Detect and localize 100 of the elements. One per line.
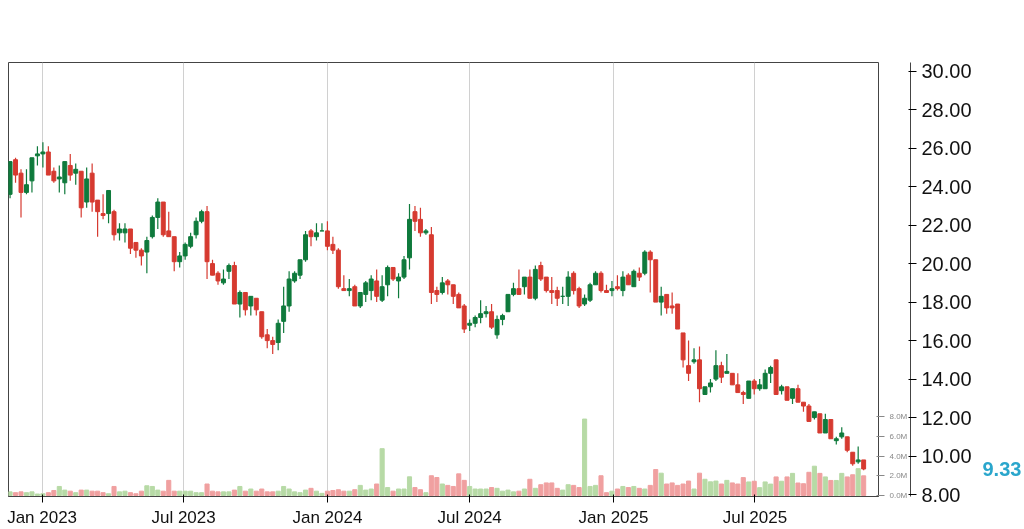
bar	[724, 479, 730, 497]
y-tick-label: 24.00	[921, 175, 972, 198]
x-tick-label: Jan 2023	[7, 507, 78, 527]
bar	[642, 488, 648, 497]
candlestick	[817, 413, 823, 434]
y-tick-label: 12.00	[921, 406, 972, 429]
bar	[111, 485, 117, 497]
candlestick	[686, 340, 692, 382]
candlestick	[379, 274, 385, 303]
text: 9.33	[982, 457, 1022, 480]
candlestick	[516, 268, 522, 296]
candlestick	[248, 295, 254, 317]
x-tick-label: Jul 2024	[437, 507, 502, 527]
bar	[489, 487, 495, 497]
y-tick-label: 10.00	[921, 445, 972, 468]
bar	[817, 472, 823, 497]
x-tick-label: Jul 2023	[151, 507, 216, 527]
candlestick	[565, 270, 571, 307]
x-tick-label: Jan 2024	[292, 507, 363, 527]
y2-tick-label: 2.0M	[889, 471, 908, 481]
y-tick-label: 18.00	[921, 291, 972, 314]
bar	[308, 487, 314, 497]
bar	[439, 483, 445, 497]
bar	[516, 490, 522, 497]
candlestick	[308, 228, 314, 247]
candlestick	[352, 284, 358, 307]
bar	[231, 489, 237, 497]
bar	[746, 481, 752, 497]
bar	[237, 485, 243, 497]
bar	[527, 478, 533, 497]
y-tick-label: 8.00	[921, 483, 961, 506]
y-tick-label: 26.00	[921, 137, 972, 160]
bar	[861, 475, 867, 497]
candlestick	[691, 347, 697, 365]
y-tick-label: 20.00	[921, 252, 972, 275]
bar	[73, 492, 79, 497]
candlestick	[100, 193, 106, 220]
y-tick-label: 22.00	[921, 214, 972, 237]
candlestick	[106, 189, 112, 224]
candlestick	[642, 249, 648, 276]
bar	[609, 490, 615, 497]
bar	[828, 479, 834, 497]
candlestick	[620, 270, 626, 297]
bar	[636, 487, 642, 497]
candlestick	[111, 209, 117, 242]
candlestick	[713, 349, 719, 382]
candlestick	[24, 168, 29, 195]
x-tick-label: Jul 2025	[722, 507, 788, 527]
bar	[658, 472, 664, 497]
bar	[631, 485, 637, 497]
candlestick	[658, 286, 664, 317]
bar	[779, 480, 785, 497]
candlestick	[67, 153, 73, 182]
y-tick-label: 14.00	[921, 368, 972, 391]
candlestick	[275, 318, 281, 351]
bar	[789, 472, 796, 497]
candlestick	[242, 291, 248, 317]
candlestick	[822, 413, 828, 434]
bar	[78, 489, 84, 497]
bar	[390, 490, 396, 497]
candlestick	[144, 236, 150, 274]
bar	[751, 480, 757, 497]
x-tick-label: Jan 2025	[578, 507, 649, 527]
bar	[67, 490, 73, 497]
y2-tick-label: 8.0M	[889, 412, 908, 422]
bar	[346, 490, 352, 497]
bar	[84, 489, 90, 497]
bar	[691, 488, 697, 497]
y2-tick-label: 6.0M	[889, 431, 908, 441]
bar	[614, 488, 620, 497]
bar	[696, 472, 703, 497]
bar	[811, 465, 817, 497]
bar	[822, 476, 828, 497]
bar	[374, 483, 380, 497]
candlestick	[237, 289, 243, 319]
y-tick-label: 28.00	[921, 98, 972, 121]
candlestick	[724, 353, 730, 374]
candlestick	[489, 303, 495, 330]
bar	[855, 468, 861, 497]
bar	[784, 476, 790, 497]
bar	[248, 488, 254, 497]
y-tick-label: 30.00	[921, 60, 972, 83]
candlestick	[73, 162, 79, 186]
bar	[352, 489, 358, 497]
candlestick	[29, 157, 35, 194]
y-tick-label: 16.00	[921, 329, 972, 352]
bar	[423, 492, 429, 497]
bar	[242, 490, 248, 497]
y2-tick-label: 4.0M	[889, 451, 908, 461]
candlestick	[385, 264, 391, 297]
candlestick	[374, 268, 380, 303]
candlestick	[828, 418, 834, 440]
bar	[521, 488, 527, 497]
candlestick	[319, 222, 325, 232]
candlestick	[84, 166, 90, 209]
bar	[773, 476, 779, 497]
bar	[8, 491, 13, 497]
candlestick	[718, 361, 724, 384]
candlestick	[609, 280, 615, 297]
candlestick	[527, 268, 533, 299]
